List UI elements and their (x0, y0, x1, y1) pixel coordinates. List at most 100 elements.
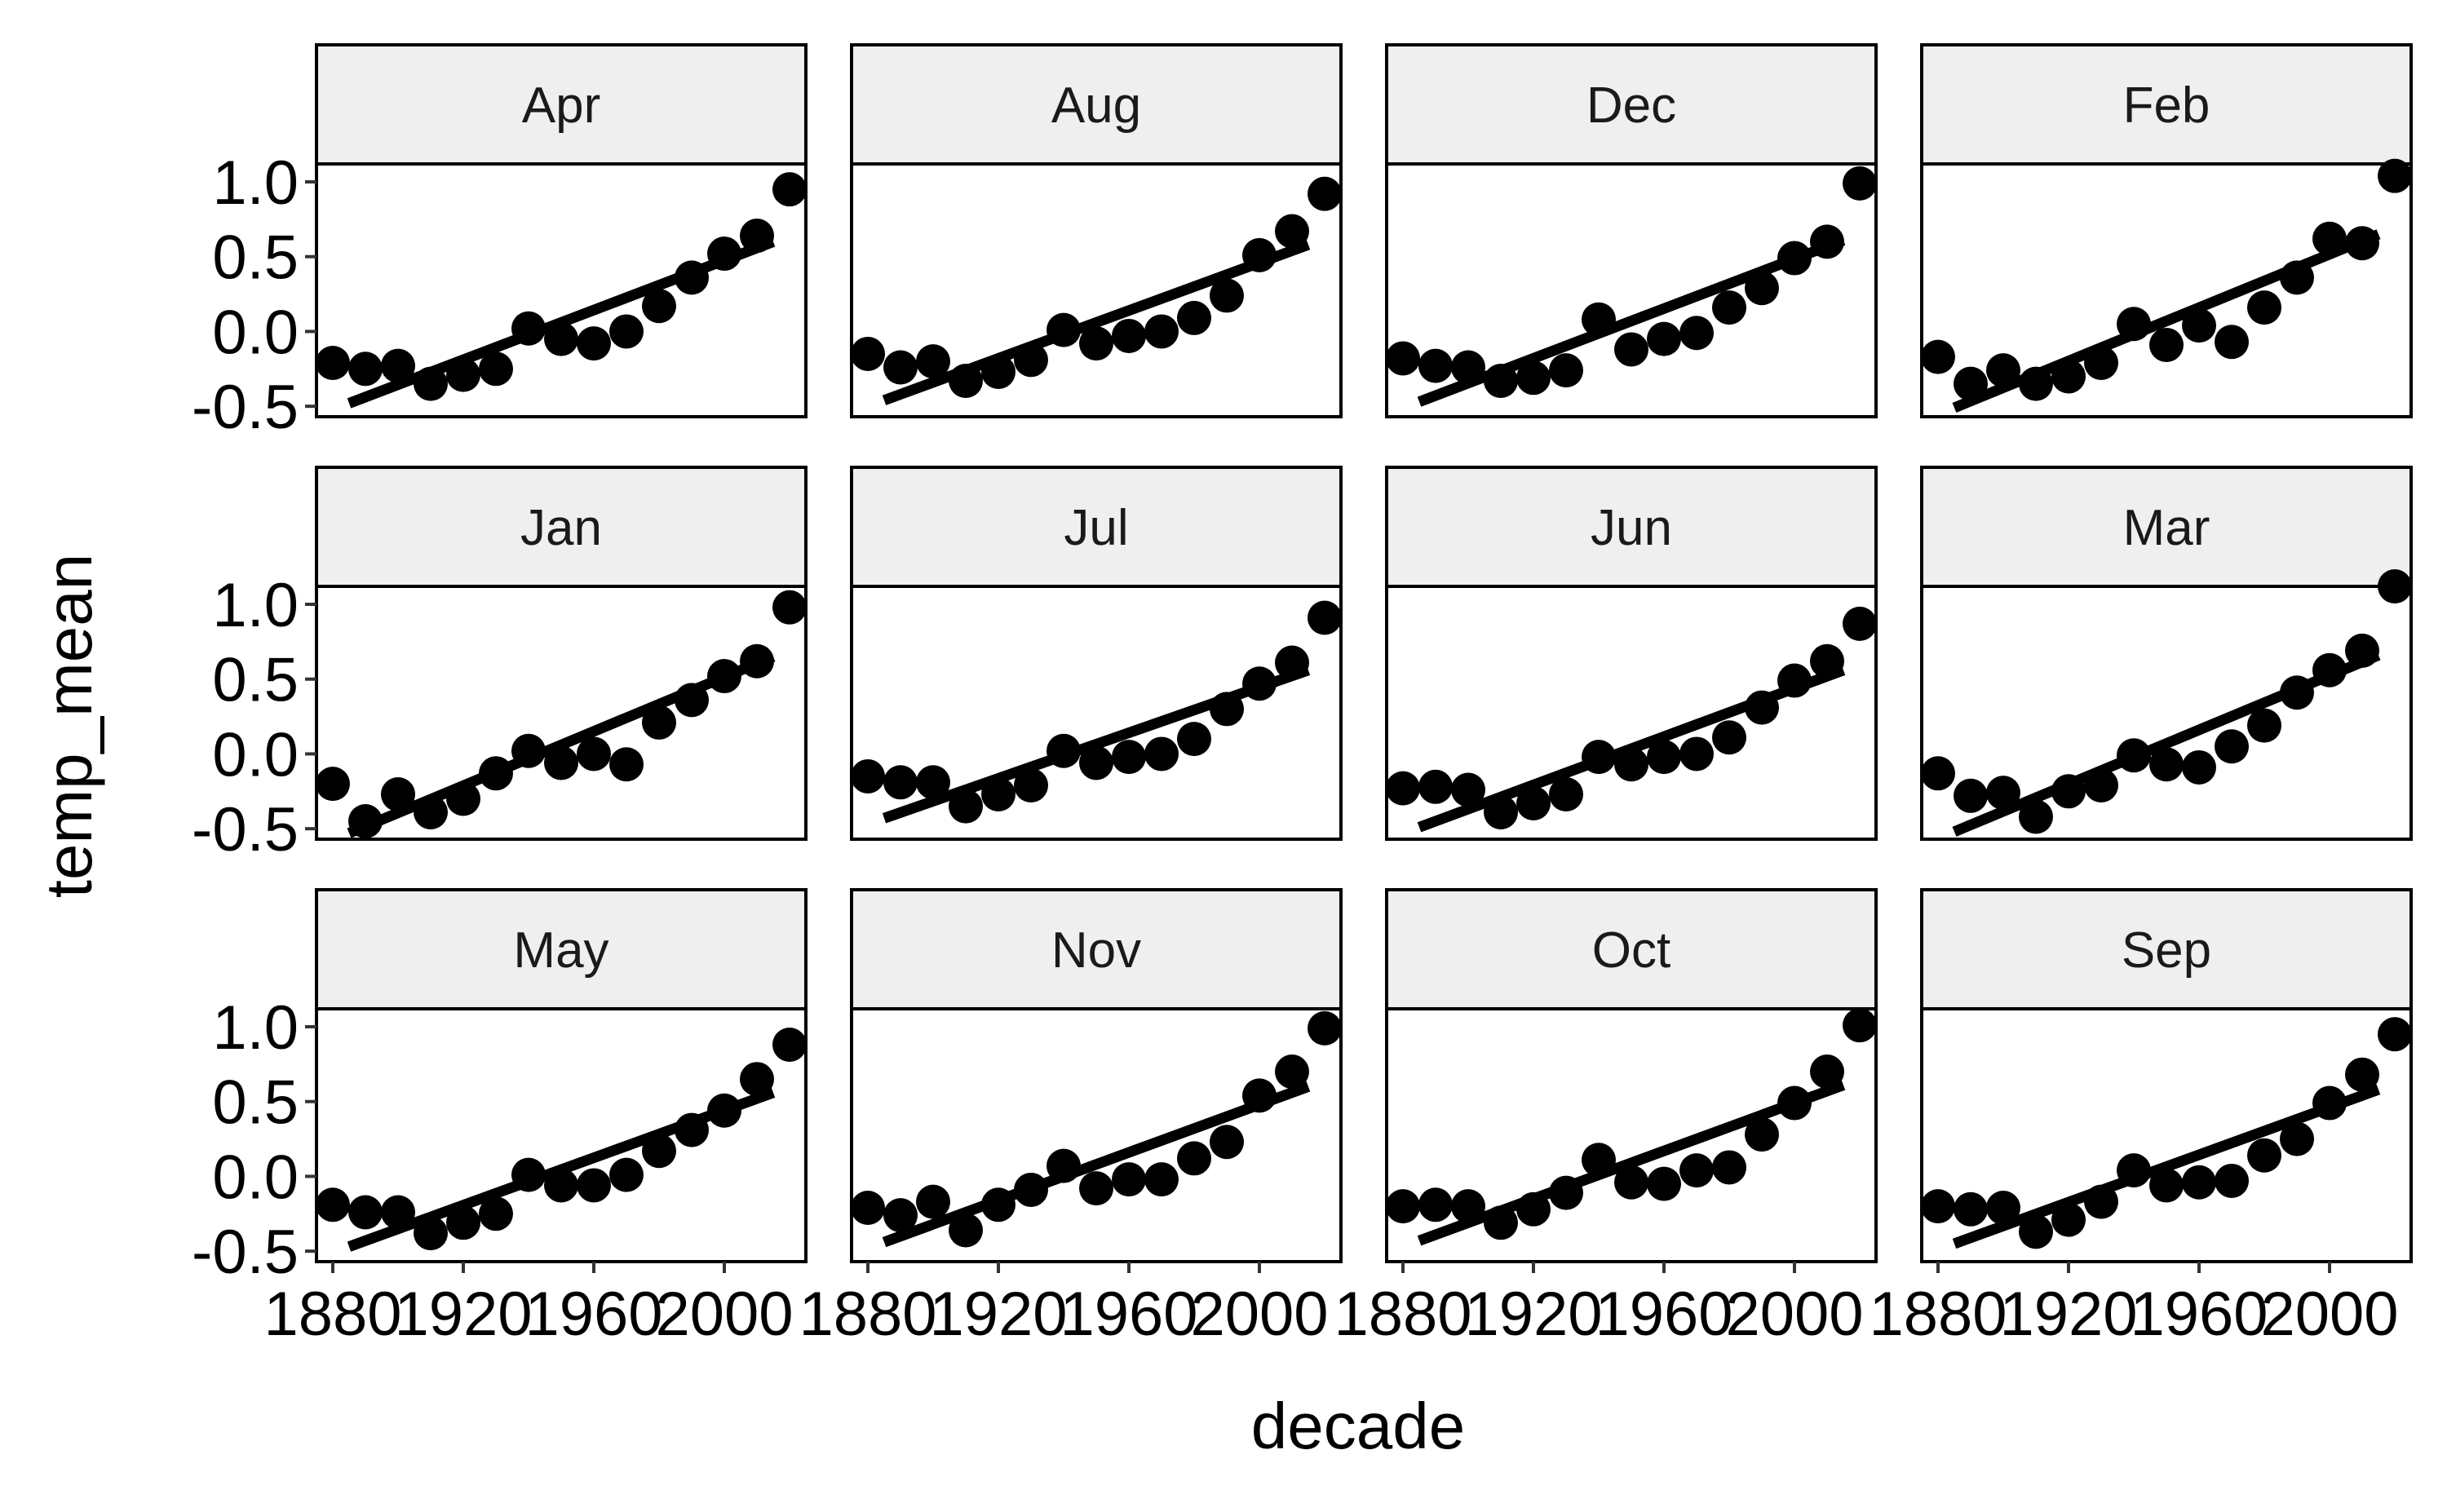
x-tick-label: 1960 (1060, 1280, 1197, 1349)
data-point (1647, 1166, 1681, 1201)
facet-jul: Jul (850, 466, 1343, 841)
data-point (2117, 1153, 2151, 1188)
data-point (675, 683, 709, 718)
facet-dec: Dec (1385, 43, 1878, 418)
data-point (949, 789, 983, 824)
data-point (1921, 756, 1955, 791)
data-point (511, 1157, 546, 1192)
data-point (1986, 1190, 2020, 1225)
data-point (981, 1187, 1016, 1222)
data-point (1014, 767, 1048, 802)
data-point (1745, 271, 1779, 306)
data-point (381, 348, 415, 383)
facet-aug: Aug (850, 43, 1343, 418)
data-point (1843, 1008, 1877, 1043)
y-tick-label: -0.5 (192, 1218, 299, 1287)
data-point (2378, 158, 2412, 193)
data-point (1144, 314, 1179, 349)
data-point (1386, 341, 1420, 376)
data-point (2345, 633, 2379, 668)
x-tick-label: 1920 (1464, 1280, 1602, 1349)
data-point (707, 659, 741, 694)
data-point (1210, 692, 1244, 727)
data-point (2149, 1168, 2184, 1203)
data-point (2117, 307, 2151, 342)
data-point (740, 643, 774, 679)
facet-jun: Jun (1385, 466, 1878, 841)
x-tick-label: 1920 (929, 1280, 1067, 1349)
x-tick-label: 1920 (1999, 1280, 2137, 1349)
data-point (707, 1093, 741, 1128)
y-tick-label: 1.0 (212, 571, 299, 640)
x-tick-label: 1920 (394, 1280, 532, 1349)
data-point (2280, 675, 2314, 710)
data-point (2378, 1017, 2412, 1052)
data-point (851, 1190, 885, 1225)
facet-strip (315, 43, 808, 166)
data-point (1679, 1153, 1714, 1188)
data-point (414, 366, 448, 401)
data-point (2182, 1165, 2216, 1200)
x-tick-label: 1880 (1869, 1280, 2007, 1349)
facet-label: Oct (1592, 922, 1670, 979)
data-point (1418, 348, 1453, 383)
data-point (1177, 722, 1211, 757)
data-point (479, 351, 513, 387)
x-tick-label: 1960 (2130, 1280, 2268, 1349)
facet-label: Dec (1586, 77, 1676, 134)
data-point (511, 311, 546, 346)
data-point (772, 1028, 807, 1063)
data-point (1451, 350, 1485, 385)
data-point (2280, 260, 2314, 295)
data-point (609, 314, 644, 349)
data-point (707, 237, 741, 272)
data-point (577, 326, 611, 361)
x-tick-label: 1960 (1595, 1280, 1732, 1349)
data-point (414, 1216, 448, 1251)
data-point (1954, 366, 1988, 401)
data-point (1921, 1189, 1955, 1224)
facet-strip (1920, 466, 2413, 588)
data-point (1242, 1078, 1277, 1113)
data-point (1275, 1054, 1309, 1090)
data-point (916, 765, 950, 800)
data-point (381, 776, 415, 811)
y-tick-label: -0.5 (192, 795, 299, 864)
data-point (883, 350, 918, 385)
data-point (981, 354, 1016, 389)
data-point (916, 344, 950, 379)
data-point (2280, 1121, 2314, 1156)
data-point (609, 747, 644, 782)
facet-label: Feb (2123, 77, 2210, 134)
data-point (2312, 1085, 2347, 1121)
data-point (1647, 740, 1681, 775)
data-point (1745, 1117, 1779, 1152)
data-point (381, 1195, 415, 1230)
data-point (1047, 312, 1081, 347)
data-point (2378, 569, 2412, 603)
data-point (642, 1134, 676, 1169)
data-point (1810, 643, 1844, 679)
facet-label: Nov (1051, 922, 1141, 979)
facet-feb: Feb (1920, 43, 2413, 418)
data-point (1810, 224, 1844, 259)
data-point (2051, 1202, 2086, 1237)
y-tick-label: 0.0 (212, 298, 299, 367)
facet-strip (1920, 43, 2413, 166)
facet-strip (1920, 888, 2413, 1010)
data-point (2182, 749, 2216, 785)
x-tick-label: 2000 (655, 1280, 793, 1349)
data-point (2019, 366, 2053, 401)
data-point (1418, 1187, 1453, 1222)
data-point (1516, 1191, 1551, 1227)
data-point (1549, 776, 1583, 811)
data-point (544, 745, 578, 780)
data-point (1843, 166, 1877, 201)
data-point (772, 172, 807, 207)
data-point (740, 219, 774, 254)
data-point (414, 794, 448, 829)
data-point (1954, 778, 1988, 813)
